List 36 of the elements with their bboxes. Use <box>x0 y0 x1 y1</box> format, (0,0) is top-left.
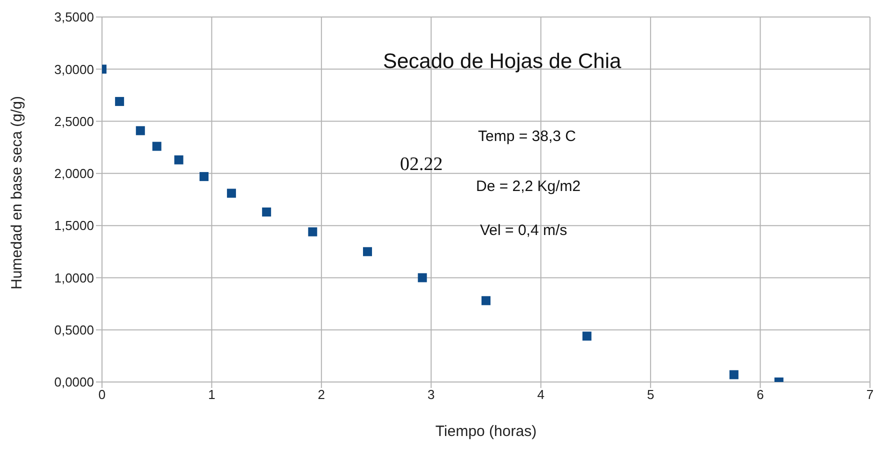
y-tick-label: 2,0000 <box>54 166 94 182</box>
point <box>174 155 184 164</box>
text: Secado de Hojas de Chia <box>383 50 622 74</box>
y-tick-label: 3,0000 <box>54 62 94 77</box>
point <box>418 273 427 282</box>
point <box>308 227 318 236</box>
annotation: 02.22 <box>400 154 443 176</box>
point <box>115 96 124 106</box>
y-tick-label: 2,5000 <box>54 114 94 129</box>
y-tick-label: 0,0000 <box>54 374 94 390</box>
x-tick-label: 1 <box>208 387 216 402</box>
x-tick-label: 2 <box>318 387 326 402</box>
x-tick-label: 3 <box>428 387 435 402</box>
x-tick-label: 6 <box>756 387 764 402</box>
point <box>482 296 490 306</box>
x-tick-label: 5 <box>646 387 654 402</box>
x-tick-label: 7 <box>866 387 874 402</box>
point <box>152 142 162 151</box>
annotation: Vel = 0,4 m/s <box>480 222 568 239</box>
y-axis-title: Humedad en base seca (g/g) <box>8 96 26 290</box>
point <box>363 247 372 256</box>
y-tick-label: 1,5000 <box>54 218 94 234</box>
point <box>582 332 592 341</box>
point <box>136 126 145 136</box>
x-axis-title: Tiempo (horas) <box>435 423 537 440</box>
point <box>729 370 738 380</box>
point <box>200 172 209 182</box>
y-tick-label: 3,5000 <box>54 10 94 25</box>
x-tick-label: 0 <box>98 387 106 402</box>
annotation: Temp = 38,3 C <box>478 128 576 145</box>
point <box>262 208 272 217</box>
x-tick-label: 4 <box>537 387 544 402</box>
point <box>226 188 236 198</box>
annotation: De = 2,2 Kg/m2 <box>476 178 581 195</box>
y-tick-label: 0,5000 <box>54 322 94 338</box>
y-tick-label: 1,0000 <box>54 270 94 286</box>
